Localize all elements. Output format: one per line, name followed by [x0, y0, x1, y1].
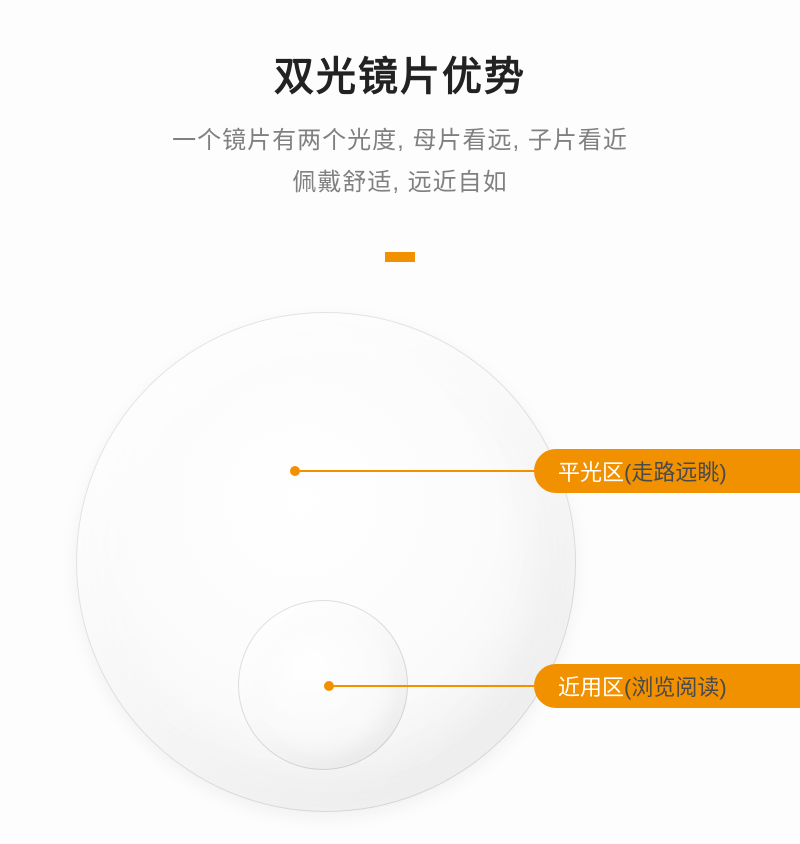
subtitle-line-2: 佩戴舒适, 远近自如 [0, 162, 800, 204]
page-title: 双光镜片优势 [0, 44, 800, 102]
callout-main-label: 近用区 [558, 670, 624, 702]
callout-line [300, 470, 534, 472]
callout-sub-label: (浏览阅读) [624, 670, 727, 702]
callout-dot-icon [324, 681, 334, 691]
subtitle-block: 一个镜片有两个光度, 母片看远, 子片看近 佩戴舒适, 远近自如 [0, 120, 800, 204]
callout-pill: 近用区(浏览阅读) [534, 664, 800, 708]
callout-near-zone: 近用区(浏览阅读) [324, 664, 800, 708]
callout-line [334, 685, 534, 687]
callout-sub-label: (走路远眺) [624, 455, 727, 487]
callout-main-label: 平光区 [558, 455, 624, 487]
accent-divider [385, 252, 415, 262]
callout-pill: 平光区(走路远眺) [534, 449, 800, 493]
callout-dot-icon [290, 466, 300, 476]
callout-distance-zone: 平光区(走路远眺) [290, 449, 800, 493]
subtitle-line-1: 一个镜片有两个光度, 母片看远, 子片看近 [0, 120, 800, 162]
